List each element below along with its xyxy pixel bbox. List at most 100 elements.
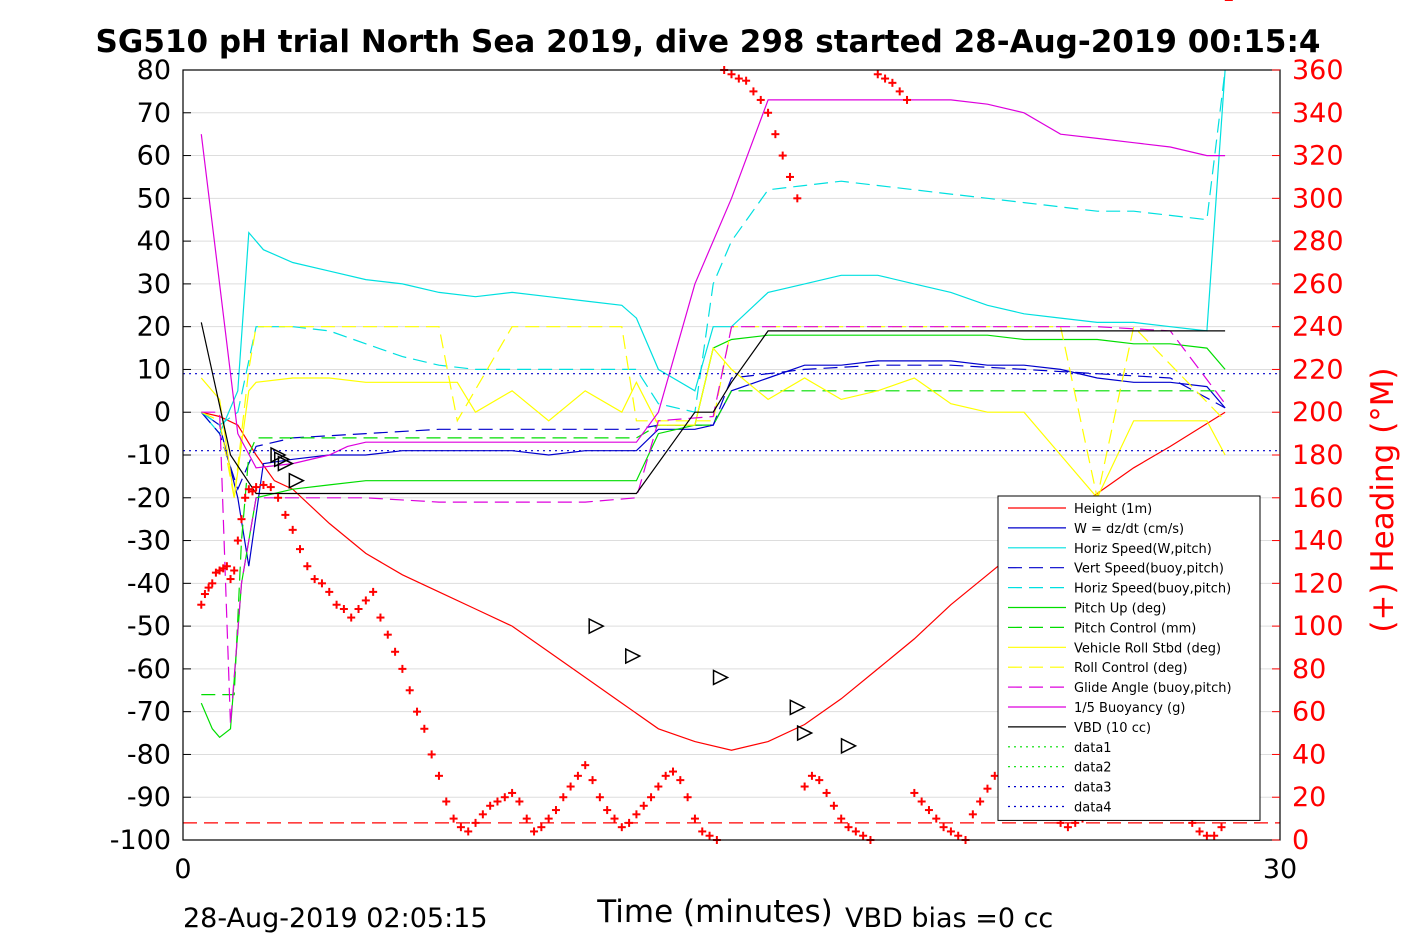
heading-point: [705, 831, 714, 840]
heading-point: [778, 151, 787, 160]
y-axis-ticks: -100-90-80-70-60-50-40-30-20-10010203040…: [110, 55, 191, 856]
heading-point: [274, 493, 283, 502]
heading-point: [339, 605, 348, 613]
series-line-6: [200, 334, 1226, 739]
triangle-marker: [273, 451, 291, 468]
series-line-11: [200, 99, 1226, 469]
heading-point: [420, 724, 429, 733]
heading-point: [888, 78, 897, 87]
y2-tick-label: 120: [1292, 568, 1344, 599]
legend-entry: Glide Angle (buoy,pitch): [1074, 681, 1232, 696]
heading-point: [537, 823, 546, 832]
heading-point: [976, 797, 985, 806]
heading-point: [226, 575, 235, 584]
heading-point: [983, 784, 992, 793]
heading-point: [197, 600, 206, 609]
heading-point: [398, 664, 407, 673]
legend-entry: Height (1m): [1074, 502, 1152, 517]
series-line-9: [201, 325, 1226, 498]
heading-point: [464, 827, 473, 836]
y2-tick-label: 300: [1292, 183, 1344, 214]
heading-point: [478, 810, 487, 819]
legend: Height (1m) W = dz/dt (cm/s) Horiz Speed(W…: [997, 495, 1261, 821]
heading-point: [617, 823, 626, 832]
y2-tick-label: 320: [1292, 141, 1344, 172]
triangle-marker: [712, 669, 730, 686]
x-tick-label: 0: [174, 854, 191, 885]
y2-tick-label: 60: [1292, 697, 1326, 728]
heading-point: [427, 750, 436, 759]
heading-point: [252, 483, 261, 492]
heading-point: [939, 823, 948, 832]
y2-tick-label: 160: [1292, 483, 1344, 514]
y-tick-label: 20: [137, 312, 171, 343]
heading-point: [771, 130, 780, 139]
heading-point: [683, 793, 692, 802]
heading-point: [625, 818, 634, 827]
heading-point: [903, 95, 912, 104]
heading-point: [369, 587, 378, 596]
heading-point: [924, 806, 933, 815]
y-tick-label: 10: [137, 354, 171, 385]
chart-title: SG510 pH trial North Sea 2019, dive 298 …: [96, 24, 1321, 60]
legend-entry: Roll Control (deg): [1074, 661, 1188, 676]
y-tick-label: 50: [137, 183, 171, 214]
heading-point: [690, 814, 699, 823]
heading-point: [456, 823, 465, 832]
heading-point: [734, 74, 743, 83]
y-tick-label: -50: [127, 611, 171, 642]
heading-point: [632, 810, 641, 819]
plot-area: [183, 0, 1280, 844]
heading-point: [500, 793, 509, 802]
heading-point: [573, 771, 582, 780]
heading-point: [376, 613, 385, 622]
series-line-3: [200, 69, 1226, 435]
y-tick-label: -60: [127, 654, 171, 685]
y-tick-label: -100: [110, 825, 171, 856]
y2-tick-label: 240: [1292, 312, 1344, 343]
heading-point: [786, 172, 795, 181]
heading-point: [639, 801, 648, 810]
heading-point: [566, 782, 575, 791]
y2-tick-label: 280: [1292, 226, 1344, 257]
heading-point: [742, 76, 751, 85]
heading-point: [405, 686, 414, 695]
y2-tick-label: 220: [1292, 354, 1344, 385]
heading-point: [266, 483, 275, 492]
y2-tick-label: 40: [1292, 739, 1326, 770]
triangle-marker: [625, 647, 642, 665]
heading-point: [954, 831, 963, 840]
legend-entry: data4: [1074, 801, 1112, 816]
heading-point: [749, 87, 758, 96]
heading-point: [851, 827, 860, 836]
y2-tick-label: 0: [1292, 825, 1309, 856]
y2-tick-label: 360: [1292, 55, 1344, 86]
y2-tick-label: 20: [1292, 782, 1326, 813]
y2-tick-label: 100: [1292, 611, 1344, 642]
heading-point: [815, 776, 824, 785]
heading-point: [204, 583, 213, 592]
heading-point: [581, 761, 590, 770]
y-tick-label: 0: [154, 397, 171, 428]
heading-point: [793, 194, 802, 203]
y-tick-label: 70: [137, 98, 171, 129]
y-tick-label: -20: [127, 483, 171, 514]
triangle-marker: [588, 617, 605, 635]
heading-point: [727, 70, 736, 79]
y2-tick-label: 260: [1292, 269, 1344, 300]
heading-point: [610, 814, 619, 823]
heading-point: [493, 797, 502, 806]
y-tick-label: 40: [137, 226, 171, 257]
heading-point: [237, 515, 246, 524]
heading-point: [442, 797, 451, 806]
heading-point: [676, 776, 685, 785]
heading-point: [917, 797, 926, 806]
heading-point: [873, 70, 882, 79]
heading-point: [233, 536, 242, 545]
legend-entry: data3: [1074, 781, 1112, 796]
heading-point: [471, 818, 480, 827]
legend-entry: Vehicle Roll Stbd (deg): [1074, 641, 1221, 656]
series-line-4: [200, 364, 1226, 491]
heading-point: [895, 87, 904, 96]
triangle-marker: [277, 455, 295, 472]
